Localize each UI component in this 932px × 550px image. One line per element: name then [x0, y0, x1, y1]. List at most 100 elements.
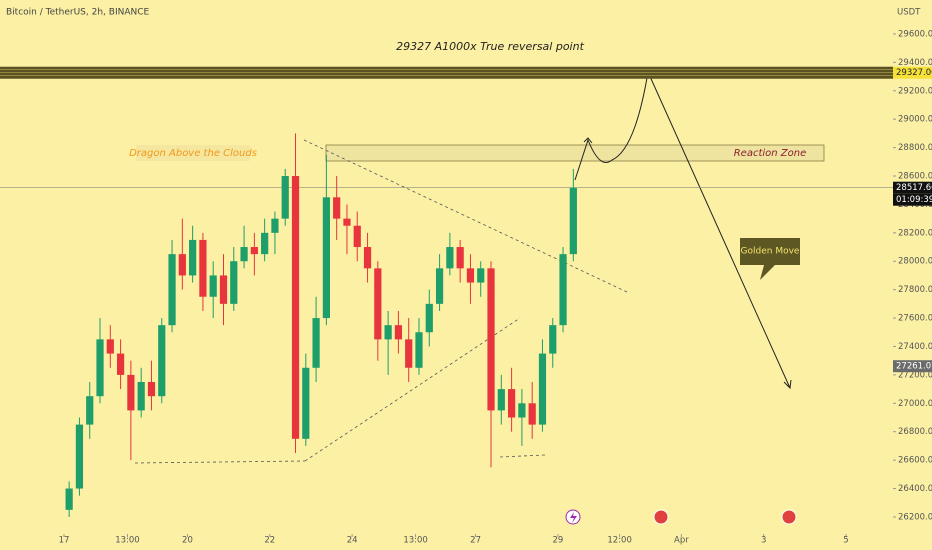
candle-body	[435, 268, 444, 304]
candle-body	[333, 197, 341, 219]
flag-icon	[653, 509, 669, 525]
reversal-note: 29327 A1000x True reversal point	[396, 40, 584, 53]
trend-line	[499, 454, 546, 458]
trend-line	[303, 139, 628, 293]
y-tick-label: 28000.00	[898, 257, 932, 267]
candle-body	[477, 268, 485, 283]
candle-body	[302, 367, 310, 439]
reaction-zone	[325, 144, 825, 162]
y-tick-label: 27400.00	[898, 342, 932, 352]
candle-body	[312, 318, 320, 368]
callout-box	[740, 238, 800, 280]
chart-title: Bitcoin / TetherUS, 2h, BINANCE	[6, 8, 150, 18]
price-label: 28517.66	[896, 183, 932, 193]
candle-body	[425, 303, 433, 333]
price-label: 27261.07	[896, 362, 932, 372]
candle-body	[189, 239, 197, 276]
candle-body	[291, 176, 300, 439]
y-tick-label: 27800.00	[898, 285, 932, 295]
trend-line	[304, 317, 521, 462]
y-tick-label: 26600.00	[898, 456, 932, 466]
candle-body	[168, 254, 176, 326]
x-tick-label: Apr	[674, 536, 689, 546]
countdown: 01:09:39	[896, 195, 932, 205]
candle-body	[518, 403, 526, 418]
y-tick-label: 29600.00	[898, 29, 932, 39]
x-tick-label: 29	[552, 536, 563, 546]
event-icon	[570, 512, 577, 523]
x-tick-label: 3	[761, 536, 766, 546]
axis-unit: USDT	[897, 8, 921, 18]
candle-body	[65, 488, 73, 510]
candle-body	[116, 353, 125, 375]
x-tick-label: 12:00	[607, 536, 632, 546]
candle-body	[281, 176, 289, 219]
x-tick-label: 22	[264, 536, 275, 546]
candle-body	[86, 396, 94, 425]
x-tick-label: 20	[182, 536, 193, 546]
x-tick-label: 13:00	[403, 536, 428, 546]
candle-body	[487, 268, 495, 411]
x-tick-label: 13:00	[115, 536, 140, 546]
zone-label: Reaction Zone	[734, 148, 807, 159]
candle-body	[261, 232, 269, 255]
projection-path	[574, 70, 791, 389]
trend-line	[134, 460, 306, 464]
candle-body	[209, 275, 217, 297]
price-label-bg	[893, 360, 932, 373]
arrowheads	[583, 137, 792, 390]
price-label-bg	[893, 66, 932, 79]
candle-body	[127, 374, 135, 411]
candle-body	[147, 381, 156, 397]
candle-body	[137, 381, 145, 411]
flag-icon	[781, 509, 797, 525]
candle-body	[343, 218, 351, 226]
candle-body	[497, 389, 505, 411]
y-tick-label: 28600.00	[898, 172, 932, 182]
price-axis-bg	[893, 0, 932, 550]
candle-body	[178, 254, 186, 276]
candle-body	[569, 187, 577, 255]
candle-body	[405, 339, 413, 368]
candle-body	[538, 353, 547, 425]
candle-body	[466, 268, 475, 283]
x-tick-label: 27	[470, 536, 481, 546]
callout-text: Golden Move	[741, 247, 800, 257]
candle-body	[199, 239, 207, 297]
candle-body	[394, 325, 403, 340]
candle-body	[363, 247, 372, 269]
x-tick-label: 17	[59, 536, 70, 546]
y-tick-label: 29200.00	[898, 86, 932, 96]
y-tick-label: 27600.00	[898, 314, 932, 324]
y-tick-label: 29000.00	[898, 115, 932, 125]
y-tick-label: 29400.00	[898, 58, 932, 68]
candle-body	[96, 339, 104, 397]
candle-body	[75, 424, 84, 489]
y-tick-label: 27200.00	[898, 370, 932, 380]
candle-body	[415, 332, 423, 368]
candle-body	[219, 275, 228, 304]
y-tick-label: 28200.00	[898, 228, 932, 238]
left-note: Dragon Above the Clouds	[129, 148, 257, 159]
y-tick-label: 27000.00	[898, 399, 932, 409]
x-tick-label: 5	[843, 536, 848, 546]
x-tick-label: 24	[347, 536, 358, 546]
candle-body	[446, 247, 454, 269]
candle-body	[384, 325, 392, 340]
candle-body	[106, 339, 114, 354]
candle-body	[528, 403, 536, 425]
candle-body	[230, 261, 238, 304]
price-label: 29327.00	[896, 68, 932, 78]
candle-body	[240, 247, 248, 262]
price-label-bg	[893, 181, 932, 194]
y-tick-label: 26200.00	[898, 512, 932, 522]
candle-body	[271, 218, 279, 233]
candle-body	[507, 389, 516, 418]
candle-body	[158, 325, 166, 397]
candle-body	[559, 254, 567, 326]
candle-body	[456, 247, 464, 269]
candle-body	[374, 268, 382, 340]
y-tick-label: 28800.00	[898, 143, 932, 153]
